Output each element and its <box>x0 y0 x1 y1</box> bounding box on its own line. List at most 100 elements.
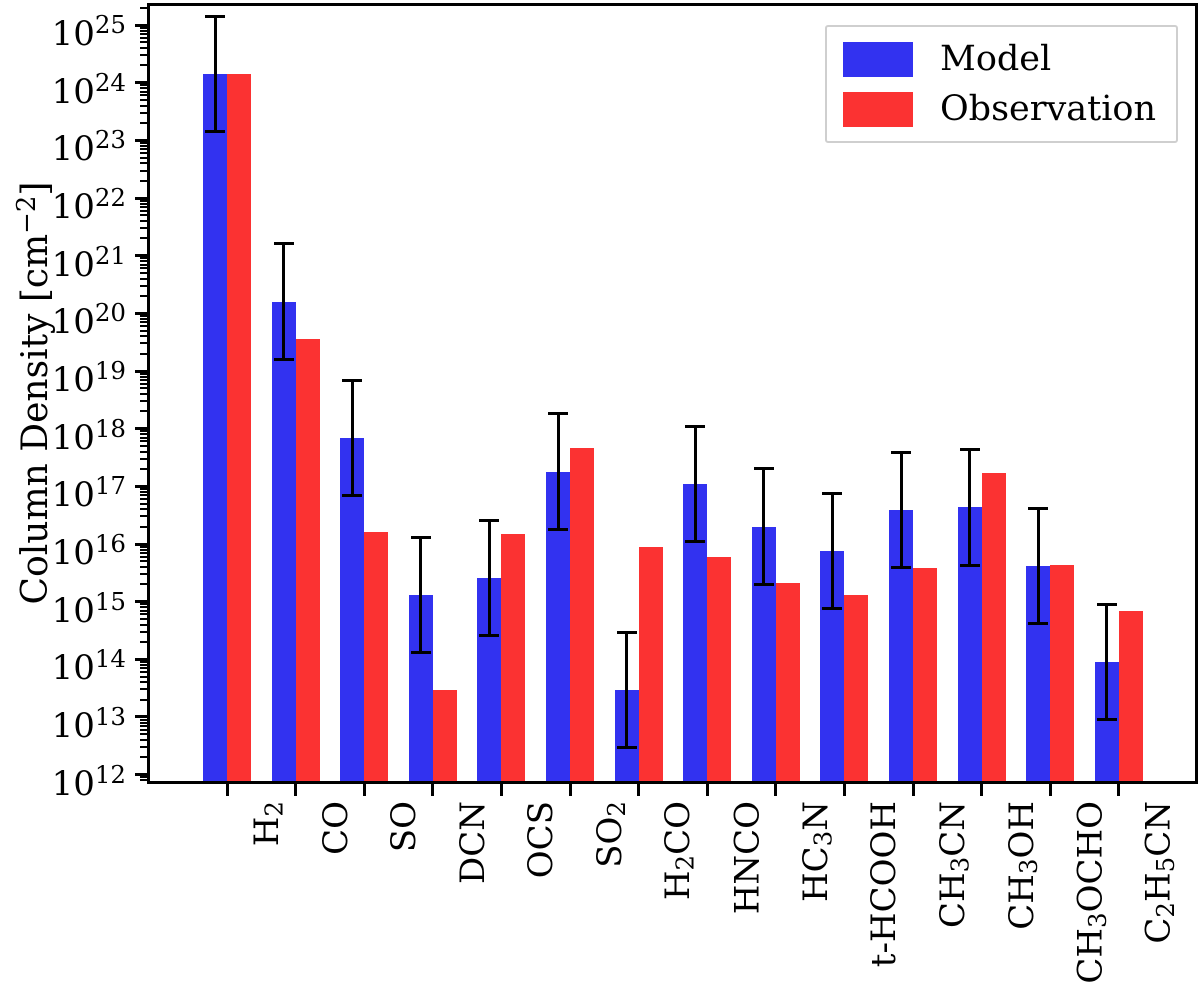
x-major-tick <box>774 784 778 796</box>
y-minor-tick <box>140 430 147 433</box>
y-minor-tick <box>140 329 147 332</box>
y-minor-tick <box>140 382 147 385</box>
y-major-tick <box>135 657 147 661</box>
top-spine <box>147 3 1198 6</box>
y-minor-tick <box>140 87 147 90</box>
y-minor-tick <box>140 721 147 724</box>
x-major-tick <box>705 784 709 796</box>
y-minor-tick <box>140 179 147 182</box>
y-minor-tick <box>140 214 147 217</box>
y-minor-tick <box>140 606 147 609</box>
y-minor-tick <box>140 400 147 403</box>
y-minor-tick <box>140 776 147 779</box>
error-bar-cap-top <box>342 379 363 383</box>
error-bar-line <box>625 632 629 748</box>
x-major-tick <box>1048 784 1052 796</box>
y-minor-tick <box>140 257 147 260</box>
error-bar-cap-top <box>616 631 637 635</box>
y-major-tick <box>135 311 147 315</box>
y-minor-tick <box>140 623 147 626</box>
error-bar-cap-top <box>205 15 225 19</box>
y-minor-tick <box>140 660 147 663</box>
y-minor-tick <box>140 738 147 741</box>
y-minor-tick <box>140 36 147 39</box>
y-minor-tick <box>140 94 147 97</box>
legend: Model Observation <box>824 25 1178 143</box>
error-bar-cap-bottom <box>273 357 294 361</box>
model-bar <box>203 74 227 781</box>
observation-bar <box>775 583 800 781</box>
x-major-tick <box>499 784 503 796</box>
y-minor-tick <box>140 84 147 87</box>
error-bar-line <box>1105 604 1109 720</box>
y-minor-tick <box>140 551 147 554</box>
y-minor-tick <box>140 99 147 102</box>
y-minor-tick <box>140 104 147 107</box>
y-minor-tick <box>140 205 147 208</box>
error-bar-line <box>693 426 697 542</box>
observation-bar <box>295 338 320 781</box>
y-major-tick <box>135 427 147 431</box>
error-bar-cap-top <box>410 535 431 539</box>
y-minor-tick <box>140 46 147 49</box>
x-tick-label: SO2 <box>590 801 632 868</box>
x-tick-label: t-HCOOH <box>864 801 905 968</box>
y-major-tick <box>135 542 147 546</box>
y-minor-tick <box>140 6 147 9</box>
legend-label-observation: Observation <box>939 89 1156 129</box>
y-minor-tick <box>140 387 147 390</box>
legend-item-observation: Observation <box>842 88 1156 130</box>
y-minor-tick <box>140 321 147 324</box>
y-minor-tick <box>140 162 147 165</box>
observation-bar <box>227 74 251 781</box>
x-major-tick <box>1117 784 1121 796</box>
x-tick-label: H2 <box>247 801 289 847</box>
error-bar-line <box>350 380 354 496</box>
error-bar-line <box>830 493 834 609</box>
y-minor-tick <box>140 565 147 568</box>
y-minor-tick <box>140 342 147 345</box>
y-minor-tick <box>140 294 147 297</box>
y-minor-tick <box>140 436 147 439</box>
model-color-swatch <box>842 41 913 77</box>
y-minor-tick <box>140 613 147 616</box>
error-bar-cap-bottom <box>822 607 843 611</box>
error-bar-line <box>213 16 217 132</box>
y-minor-tick <box>140 502 147 505</box>
y-minor-tick <box>140 681 147 684</box>
y-minor-tick <box>140 746 147 749</box>
y-minor-tick <box>140 227 147 230</box>
y-tick-label: 1024 <box>51 67 126 112</box>
y-minor-tick <box>140 450 147 453</box>
y-minor-tick <box>140 487 147 490</box>
y-tick-label: 1016 <box>51 529 126 573</box>
error-bar-line <box>899 452 903 568</box>
y-minor-tick <box>140 498 147 501</box>
error-bar-cap-top <box>273 242 294 246</box>
x-major-tick <box>568 784 572 796</box>
observation-bar <box>1050 565 1075 781</box>
observation-bar <box>364 532 389 781</box>
observation-bar <box>638 546 663 781</box>
y-minor-tick <box>140 671 147 674</box>
y-minor-tick <box>140 698 147 701</box>
y-minor-tick <box>140 515 147 518</box>
y-minor-tick <box>140 375 147 378</box>
y-minor-tick <box>140 494 147 497</box>
y-minor-tick <box>140 263 147 266</box>
y-tick-label: 1023 <box>51 125 126 170</box>
y-minor-tick <box>140 144 147 147</box>
y-minor-tick <box>140 555 147 558</box>
y-minor-tick <box>140 410 147 413</box>
error-bar-cap-top <box>753 467 774 471</box>
left-spine <box>147 3 150 784</box>
y-minor-tick <box>140 490 147 493</box>
y-minor-tick <box>140 317 147 320</box>
y-minor-tick <box>140 335 147 338</box>
y-minor-tick <box>140 667 147 670</box>
observation-bar <box>1118 611 1143 781</box>
x-tick-label: C2H5CN <box>1138 801 1181 944</box>
x-tick-label: DCN <box>452 801 493 885</box>
error-bar-cap-top <box>891 450 911 454</box>
error-bar-cap-top <box>548 412 568 416</box>
